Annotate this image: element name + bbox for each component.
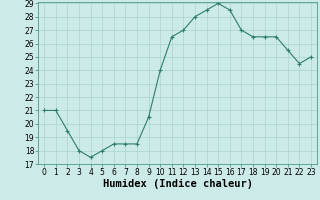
X-axis label: Humidex (Indice chaleur): Humidex (Indice chaleur) xyxy=(103,179,252,189)
